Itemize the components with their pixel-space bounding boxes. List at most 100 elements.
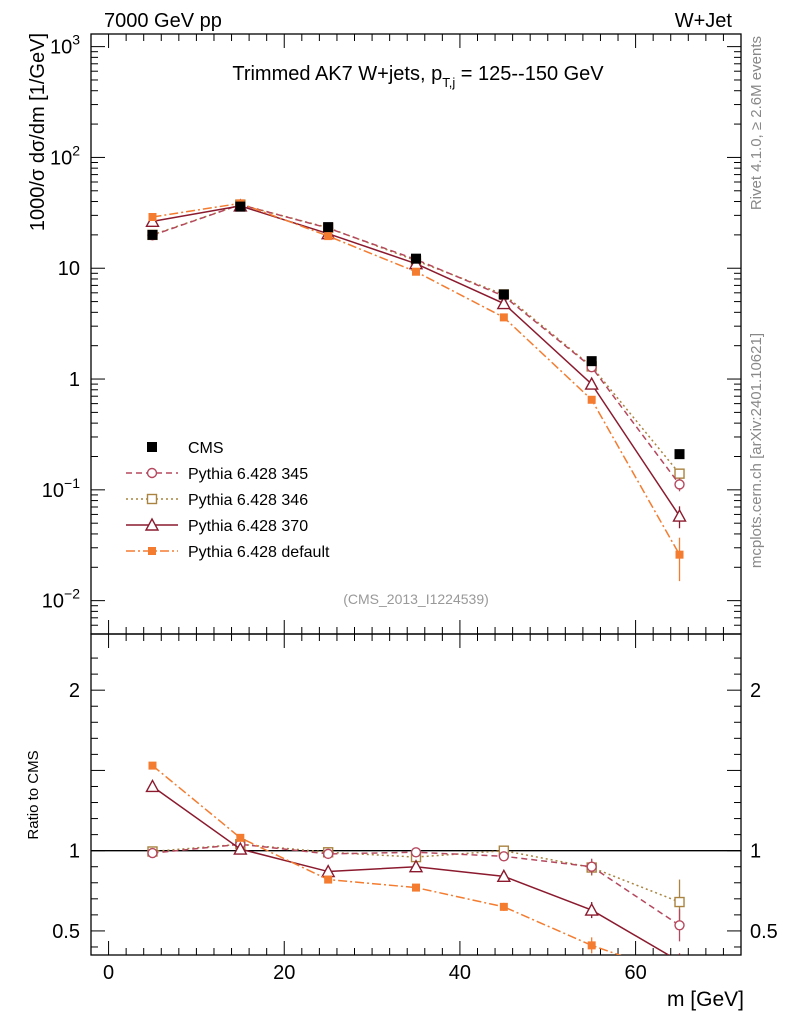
ratio-point-p370 (145, 779, 160, 793)
main-y-tick-label-base: 10 (50, 37, 72, 59)
data-point-cms (411, 253, 421, 264)
legend-marker-cms (147, 442, 157, 452)
ratio-point-p370 (584, 902, 599, 916)
data-point-cms (235, 201, 246, 212)
ratio-point-p370 (408, 859, 424, 873)
legend: CMS Pythia 6.428 345 Pythia 6.428 346 Pythi… (126, 440, 330, 561)
ratio-y-tick-label: 1 (69, 841, 80, 863)
ratio-point-p345 (147, 847, 158, 859)
main-y-tick-label-exponent: −2 (64, 586, 80, 602)
main-y-tick-label: 102 (50, 142, 80, 169)
legend-marker-pdef (148, 547, 156, 555)
ratio-point-p346 (674, 896, 685, 908)
legend-marker-p345 (146, 467, 158, 479)
data-point-cms (498, 289, 509, 300)
series-p345 (147, 199, 685, 492)
ratio-point-pdef (412, 883, 420, 892)
ratio-plot-data (145, 761, 685, 955)
energy-label: 7000 GeV pp (104, 10, 222, 32)
ratio-y-tick-label: 0.5 (52, 921, 80, 943)
series-cms (147, 201, 685, 460)
ratio-point-p370 (496, 868, 512, 883)
ratio-point-pdef (148, 761, 157, 770)
data-point-pdef (675, 550, 684, 559)
legend-item-p346: Pythia 6.428 346 (126, 492, 308, 509)
main-title-tail: = 125--150 GeV (455, 63, 604, 85)
main-y-tick-label-exponent: 3 (72, 32, 80, 48)
data-point-p370 (672, 508, 687, 522)
data-point-cms (674, 449, 685, 460)
ratio-point-p345 (498, 851, 510, 862)
legend-label-cms: CMS (188, 440, 224, 457)
data-point-cms (147, 229, 158, 240)
legend-item-p345: Pythia 6.428 345 (126, 466, 308, 483)
main-title: Trimmed AK7 W+jets, pT,j = 125--150 GeV (232, 63, 604, 90)
legend-marker-p346 (146, 493, 158, 505)
analysis-id-label: (CMS_2013_I1224539) (343, 591, 489, 607)
data-point-p346 (674, 468, 685, 479)
data-point-pdef (499, 313, 508, 322)
legend-item-pdef: Pythia 6.428 default (126, 544, 330, 561)
legend-label-p345: Pythia 6.428 345 (188, 466, 308, 483)
ratio-point-p345 (586, 861, 597, 872)
series-p346 (147, 199, 685, 480)
main-y-tick-label-base: 10 (50, 147, 72, 169)
series-line-p346 (152, 203, 681, 475)
main-y-tick-label: 1 (69, 369, 80, 391)
ratio-line-p370 (152, 785, 671, 955)
ratio-point-p345 (674, 920, 685, 931)
ratio-point-p370 (233, 841, 248, 855)
data-point-pdef (587, 395, 596, 404)
main-y-tick-label-base: 1 (69, 369, 80, 391)
data-point-pdef (148, 212, 157, 221)
data-point-p345 (674, 479, 685, 490)
ratio-series-pdef (148, 761, 622, 955)
main-y-tick-label: 10−2 (42, 586, 80, 613)
main-y-tick-label: 103 (50, 32, 80, 59)
ratio-y-tick-label-right: 1 (750, 841, 761, 863)
legend-label-p346: Pythia 6.428 346 (188, 492, 308, 509)
ratio-series-p370 (145, 779, 681, 955)
data-point-p370 (496, 296, 512, 310)
data-point-pdef (324, 232, 333, 241)
main-y-tick-label: 10 (58, 258, 80, 280)
data-point-cms (586, 356, 597, 367)
mcplots-label: mcplots.cern.ch [arXiv:2401.10621] (748, 333, 765, 568)
ratio-point-pdef (236, 833, 245, 842)
main-y-tick-label-base: 10 (42, 591, 64, 613)
ratio-point-p345 (410, 847, 422, 858)
ratio-y-axis-title: Ratio to CMS (25, 750, 42, 839)
x-tick-label: 0 (103, 962, 114, 984)
ratio-series-group (145, 761, 685, 955)
main-y-tick-label-exponent: 2 (72, 142, 80, 158)
main-plot-data (145, 198, 687, 582)
main-y-tick-label-exponent: −1 (64, 475, 80, 491)
legend-item-p370: Pythia 6.428 370 (126, 517, 308, 535)
main-title-text: Trimmed AK7 W+jets, p (232, 63, 442, 85)
ratio-series-p345 (147, 839, 685, 942)
x-tick-label: 20 (273, 962, 295, 984)
main-title-subscript: T,j (442, 75, 455, 90)
main-y-tick-label: 10−1 (42, 475, 80, 502)
x-tick-label: 40 (449, 962, 471, 984)
ratio-y-tick-label: 2 (69, 680, 80, 702)
ratio-point-pdef (587, 941, 596, 950)
legend-label-pdef: Pythia 6.428 default (188, 544, 330, 561)
legend-marker-p370 (144, 517, 160, 531)
legend-item-cms: CMS (147, 440, 224, 457)
main-y-axis-title: 1000/σ dσ/dm [1/GeV] (27, 33, 49, 231)
ratio-plot-frame (90, 633, 742, 956)
series-line-p345 (152, 203, 681, 485)
data-point-pdef (412, 267, 420, 276)
ratio-point-pdef (499, 902, 508, 911)
ratio-point-p345 (322, 848, 334, 860)
ratio-point-pdef (324, 875, 333, 884)
legend-label-p370: Pythia 6.428 370 (188, 518, 308, 535)
data-point-p370 (584, 376, 599, 390)
process-label: W+Jet (675, 10, 733, 32)
main-y-tick-label-base: 10 (58, 258, 80, 280)
x-tick-label: 60 (624, 962, 646, 984)
ratio-y-tick-label-right: 0.5 (750, 921, 778, 943)
